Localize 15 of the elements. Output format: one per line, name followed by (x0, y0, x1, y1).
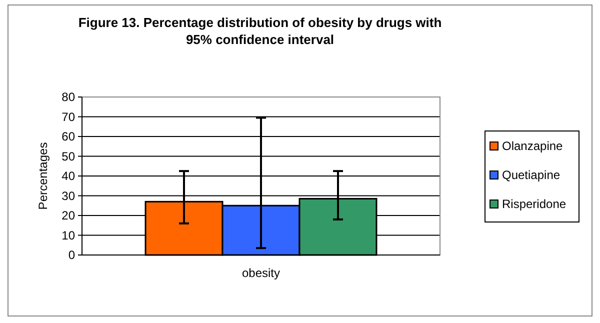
y-tick-label: 40 (62, 169, 76, 184)
y-axis-title: Percentages (36, 142, 50, 210)
y-tick-label: 70 (62, 110, 76, 124)
y-tick-label: 20 (62, 208, 76, 223)
legend-label: Olanzapine (502, 139, 564, 154)
legend-label: Risperidone (502, 197, 566, 212)
x-tick-label: obesity (242, 266, 280, 280)
legend-label: Quetiapine (502, 168, 560, 182)
y-tick-label: 10 (62, 228, 76, 242)
chart-title: Figure 13. Percentage distribution of obesity by drugs with 95% confidence interval (78, 15, 442, 47)
y-tick-label: 50 (62, 149, 76, 164)
y-tick-label: 30 (62, 188, 76, 203)
y-tick-label: 60 (62, 130, 76, 144)
y-tick-label: 80 (62, 90, 76, 104)
y-tick-label: 0 (68, 248, 76, 262)
